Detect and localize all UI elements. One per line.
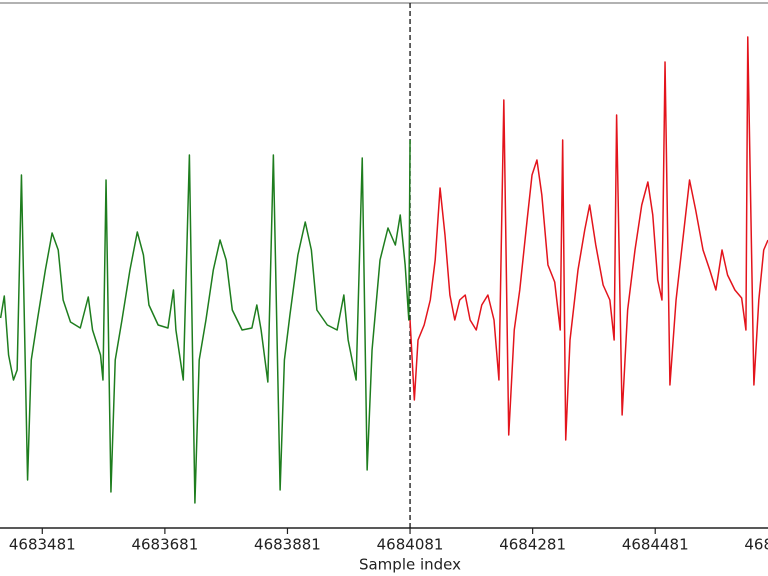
x-tick-label: 4683881 (254, 536, 321, 554)
x-tick-label: 4683481 (9, 536, 76, 554)
x-tick-label: 4684081 (377, 536, 444, 554)
x-axis-label: Sample index (359, 556, 461, 574)
series-line (409, 36, 768, 441)
x-tick-label: 4684281 (499, 536, 566, 554)
x-tick-label: 4684681 (744, 536, 768, 554)
x-tick-label: 4684481 (622, 536, 689, 554)
series-line (0, 139, 411, 504)
x-tick-label: 4683681 (131, 536, 198, 554)
